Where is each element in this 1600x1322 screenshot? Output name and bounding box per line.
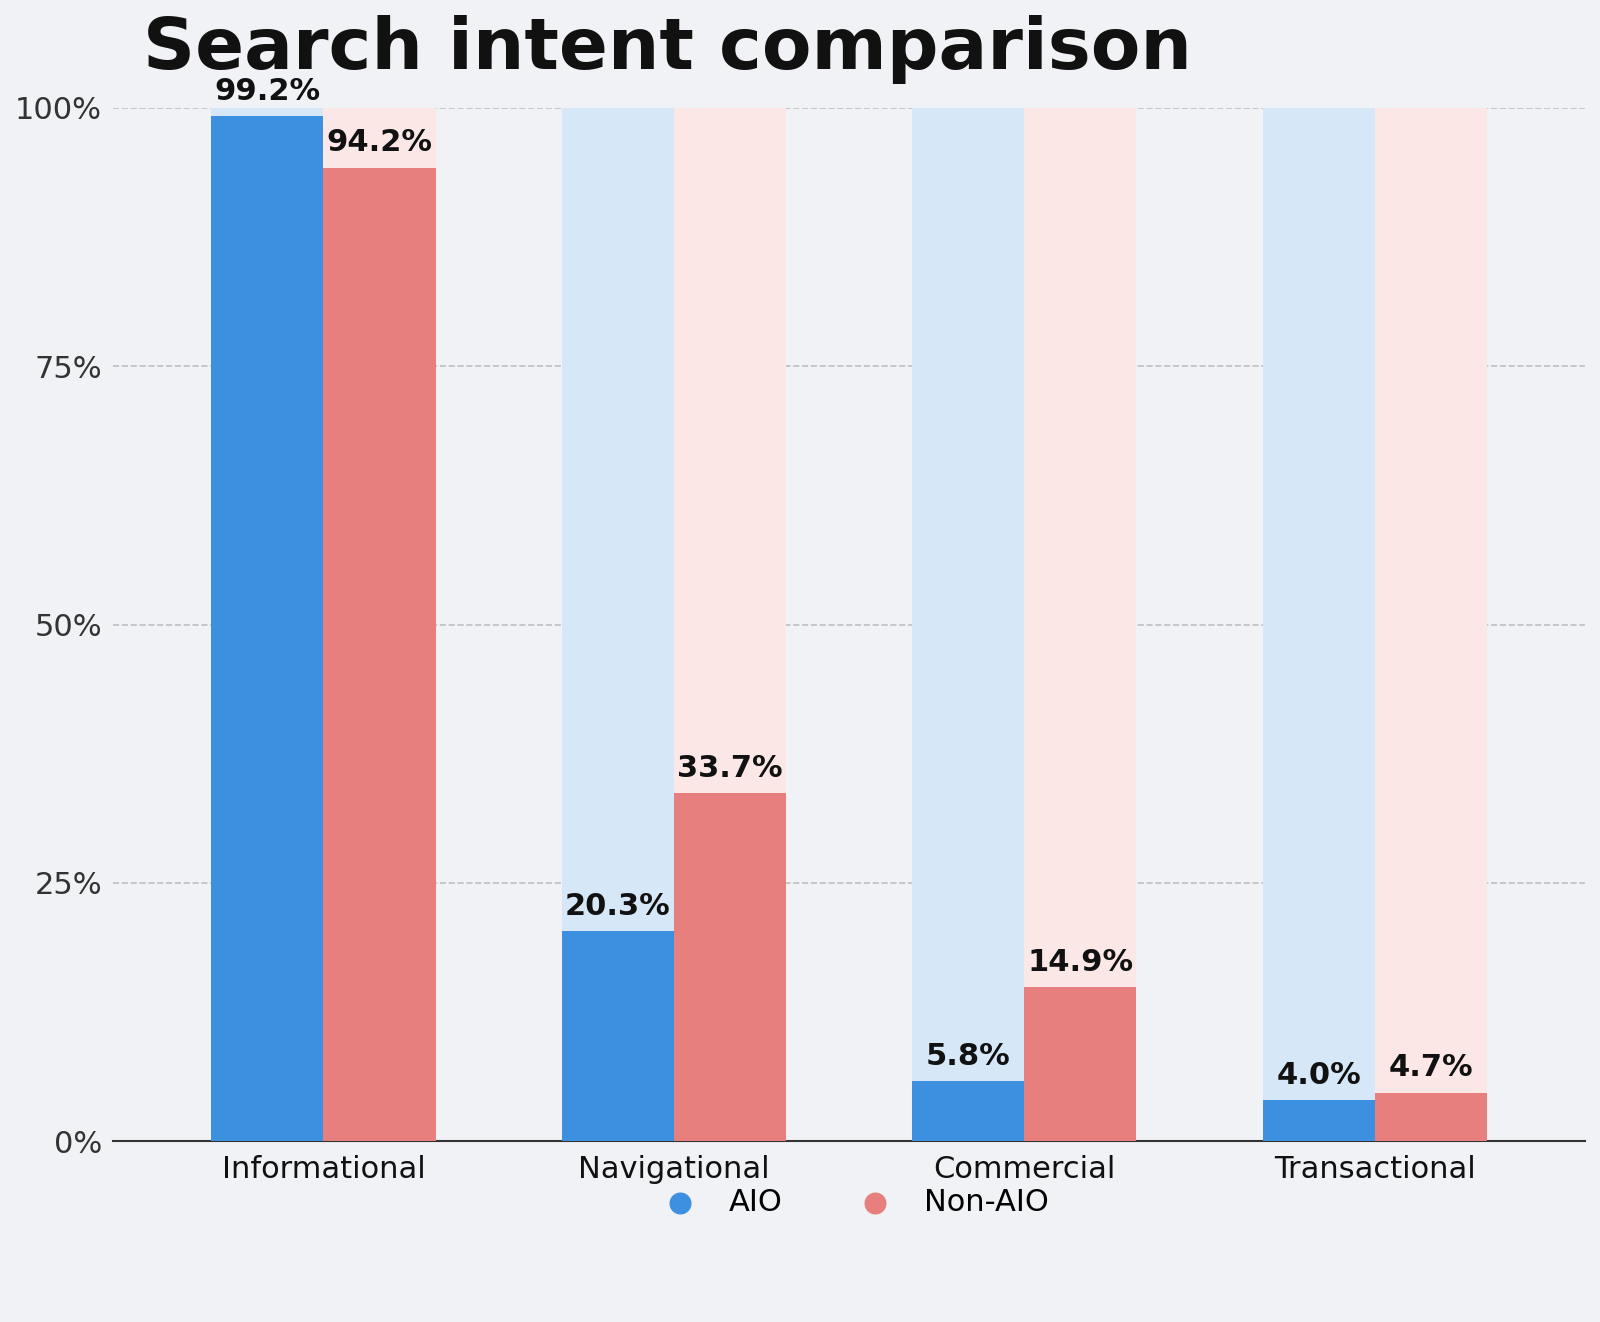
Legend: AIO, Non-AIO: AIO, Non-AIO [637, 1175, 1061, 1229]
Text: 99.2%: 99.2% [214, 77, 320, 106]
Bar [562, 932, 674, 1141]
Bar [1024, 988, 1136, 1141]
Bar [1374, 108, 1486, 1141]
Bar [674, 793, 786, 1141]
Bar [912, 108, 1024, 1141]
Text: 14.9%: 14.9% [1027, 948, 1133, 977]
Bar [562, 108, 674, 1141]
Bar [211, 108, 323, 1141]
Bar [1262, 108, 1374, 1141]
Bar [211, 116, 323, 1141]
Text: 5.8%: 5.8% [926, 1042, 1011, 1071]
Text: 4.0%: 4.0% [1277, 1060, 1362, 1089]
Text: 4.7%: 4.7% [1389, 1054, 1474, 1083]
Bar [1024, 108, 1136, 1141]
Bar [1374, 1092, 1486, 1141]
Bar [323, 168, 435, 1141]
Bar [912, 1081, 1024, 1141]
Bar [323, 108, 435, 1141]
Text: 20.3%: 20.3% [565, 892, 670, 921]
Bar [674, 108, 786, 1141]
Bar [1262, 1100, 1374, 1141]
Text: 94.2%: 94.2% [326, 128, 432, 157]
Text: 33.7%: 33.7% [677, 754, 782, 783]
Text: Search intent comparison: Search intent comparison [142, 15, 1192, 85]
